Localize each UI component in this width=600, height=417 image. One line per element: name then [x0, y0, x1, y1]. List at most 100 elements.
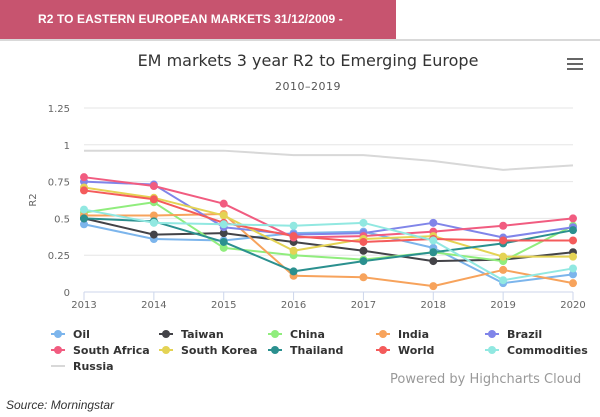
- legend-item-taiwan[interactable]: Taiwan: [159, 328, 224, 341]
- series-line-world[interactable]: [83, 189, 573, 243]
- legend-item-china[interactable]: China: [268, 328, 325, 341]
- data-point-south-africa[interactable]: [219, 199, 228, 208]
- legend-item-thailand[interactable]: Thailand: [268, 344, 343, 357]
- data-point-commodities[interactable]: [499, 276, 508, 285]
- series-line-russia[interactable]: [84, 149, 574, 171]
- legend-label: World: [398, 344, 434, 357]
- legend-swatch-marker: [271, 330, 279, 338]
- data-point-india[interactable]: [359, 273, 368, 282]
- data-point-world[interactable]: [289, 232, 298, 241]
- y-tick-label: 0.5: [54, 214, 70, 225]
- series-markers: [80, 173, 577, 291]
- hamburger-menu-icon[interactable]: [567, 58, 583, 72]
- data-point-commodities[interactable]: [569, 264, 577, 273]
- x-tick-label: 2019: [490, 300, 515, 311]
- legend-label: South Korea: [181, 344, 257, 357]
- x-tick-label: 2014: [141, 300, 166, 311]
- legend-item-oil[interactable]: Oil: [51, 328, 90, 341]
- series-line-thailand[interactable]: [83, 217, 574, 273]
- data-point-thailand[interactable]: [80, 214, 88, 223]
- legend-swatch-marker: [379, 346, 387, 354]
- section-header: R2 TO EASTERN EUROPEAN MARKETS 31/12/200…: [0, 0, 396, 65]
- data-point-india[interactable]: [149, 211, 158, 220]
- x-tick-label: 2015: [211, 300, 236, 311]
- data-point-south-africa[interactable]: [569, 214, 577, 223]
- data-point-commodities[interactable]: [289, 221, 298, 230]
- data-point-south-africa[interactable]: [80, 173, 88, 182]
- data-point-taiwan[interactable]: [429, 257, 438, 266]
- data-point-world[interactable]: [80, 186, 88, 195]
- data-point-world[interactable]: [569, 236, 577, 245]
- x-tick-label: 2016: [281, 300, 306, 311]
- y-tick-label: 1.25: [48, 104, 70, 115]
- legend-item-russia[interactable]: Russia: [51, 360, 114, 373]
- data-point-thailand[interactable]: [429, 248, 438, 257]
- y-tick-label: 0.75: [48, 178, 70, 189]
- data-point-commodities[interactable]: [359, 218, 368, 227]
- data-point-india[interactable]: [429, 282, 438, 291]
- data-point-south-africa[interactable]: [499, 221, 508, 230]
- chart-panel: 0 0.25 0.5 0.75 1 1.25 2013 2014 2015 2016 2017 201…: [6, 41, 594, 389]
- legend-label: Taiwan: [181, 328, 224, 341]
- data-point-india[interactable]: [499, 265, 508, 274]
- data-point-commodities[interactable]: [219, 220, 228, 229]
- series-line-china[interactable]: [83, 201, 574, 263]
- series-line-south-africa[interactable]: [83, 176, 574, 239]
- legend-item-world[interactable]: World: [376, 344, 434, 357]
- data-point-world[interactable]: [149, 195, 158, 204]
- data-point-thailand[interactable]: [219, 237, 228, 246]
- legend-label: Thailand: [290, 344, 343, 357]
- data-point-thailand[interactable]: [569, 226, 577, 235]
- y-tick-label: 0.25: [48, 251, 70, 262]
- data-point-brazil[interactable]: [429, 218, 438, 227]
- legend-item-commodities[interactable]: Commodities: [485, 344, 588, 357]
- series-line-brazil[interactable]: [83, 180, 574, 239]
- data-point-china[interactable]: [219, 243, 228, 252]
- y-tick-label: 1: [64, 141, 70, 152]
- x-tick-label: 2017: [351, 300, 376, 311]
- legend-label: Russia: [73, 360, 114, 373]
- x-tick-label: 2020: [560, 300, 585, 311]
- legend-item-south-korea[interactable]: South Korea: [159, 344, 257, 357]
- legend: Oil Taiwan China India Brazil South Africa Sou…: [51, 328, 588, 373]
- legend-swatch-marker: [162, 346, 170, 354]
- y-axis-title: R2: [28, 193, 39, 206]
- x-tick-label: 2018: [421, 300, 446, 311]
- legend-label: China: [290, 328, 325, 341]
- axes: 0 0.25 0.5 0.75 1 1.25 2013 2014 2015 2016 2017 201…: [28, 104, 586, 311]
- data-point-world[interactable]: [499, 236, 508, 245]
- data-point-south-africa[interactable]: [149, 182, 158, 191]
- data-point-thailand[interactable]: [359, 257, 368, 266]
- data-point-south-korea[interactable]: [499, 252, 508, 261]
- data-point-world[interactable]: [359, 237, 368, 246]
- legend-item-brazil[interactable]: Brazil: [485, 328, 542, 341]
- series-line-commodities[interactable]: [83, 208, 574, 282]
- data-point-commodities[interactable]: [80, 205, 88, 214]
- legend-label: Brazil: [507, 328, 542, 341]
- data-point-thailand[interactable]: [289, 267, 298, 276]
- data-point-oil[interactable]: [569, 270, 577, 279]
- legend-label: India: [398, 328, 429, 341]
- data-point-commodities[interactable]: [429, 236, 438, 245]
- legend-item-india[interactable]: India: [376, 328, 429, 341]
- data-point-south-korea[interactable]: [289, 246, 298, 255]
- legend-item-south-africa[interactable]: South Africa: [51, 344, 150, 357]
- series-line-oil[interactable]: [83, 223, 574, 285]
- data-point-oil[interactable]: [80, 220, 88, 229]
- data-point-commodities[interactable]: [149, 218, 158, 227]
- data-point-taiwan[interactable]: [219, 229, 228, 238]
- legend-swatch-marker: [54, 330, 62, 338]
- source-note: Source: Morningstar: [6, 398, 115, 412]
- legend-label: South Africa: [73, 344, 150, 357]
- data-point-south-korea[interactable]: [569, 252, 577, 261]
- legend-swatch-marker: [488, 330, 496, 338]
- data-point-taiwan[interactable]: [149, 230, 158, 239]
- data-point-south-korea[interactable]: [219, 211, 228, 220]
- chart-subtitle: 2010–2019: [275, 80, 341, 93]
- legend-swatch-marker: [54, 346, 62, 354]
- legend-label: Commodities: [507, 344, 588, 357]
- series-line-south-korea[interactable]: [83, 186, 573, 258]
- data-point-taiwan[interactable]: [359, 246, 368, 255]
- credits-link[interactable]: Powered by Highcharts Cloud: [390, 372, 582, 387]
- data-point-india[interactable]: [569, 279, 577, 288]
